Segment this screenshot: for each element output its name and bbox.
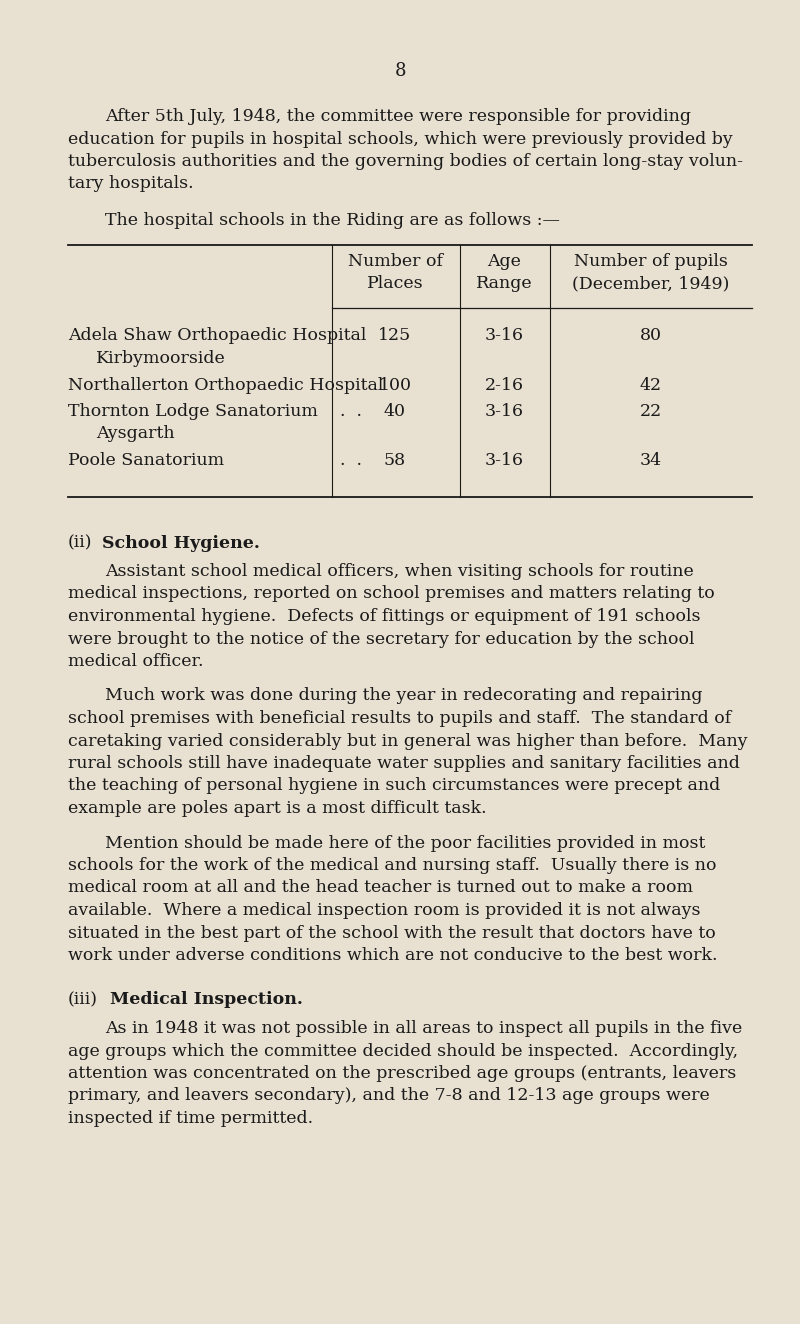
- Text: 22: 22: [640, 402, 662, 420]
- Text: schools for the work of the medical and nursing staff.  Usually there is no: schools for the work of the medical and …: [68, 857, 717, 874]
- Text: Aysgarth: Aysgarth: [96, 425, 174, 442]
- Text: the teaching of personal hygiene in such circumstances were precept and: the teaching of personal hygiene in such…: [68, 777, 720, 794]
- Text: school premises with beneficial results to pupils and staff.  The standard of: school premises with beneficial results …: [68, 710, 731, 727]
- Text: 3-16: 3-16: [485, 402, 523, 420]
- Text: 2-16: 2-16: [485, 376, 523, 393]
- Text: Much work was done during the year in redecorating and repairing: Much work was done during the year in re…: [105, 687, 702, 704]
- Text: situated in the best part of the school with the result that doctors have to: situated in the best part of the school …: [68, 924, 716, 941]
- Text: attention was concentrated on the prescribed age groups (entrants, leavers: attention was concentrated on the prescr…: [68, 1064, 736, 1082]
- Text: education for pupils in hospital schools, which were previously provided by: education for pupils in hospital schools…: [68, 131, 733, 147]
- Text: The hospital schools in the Riding are as follows :—: The hospital schools in the Riding are a…: [105, 212, 560, 229]
- Text: (December, 1949): (December, 1949): [572, 275, 730, 293]
- Text: 100: 100: [378, 376, 411, 393]
- Text: medical room at all and the head teacher is turned out to make a room: medical room at all and the head teacher…: [68, 879, 693, 896]
- Text: .  .: . .: [340, 402, 362, 420]
- Text: As in 1948 it was not possible in all areas to inspect all pupils in the five: As in 1948 it was not possible in all ar…: [105, 1019, 742, 1037]
- Text: Kirbymoorside: Kirbymoorside: [96, 350, 226, 367]
- Text: 8: 8: [394, 62, 406, 79]
- Text: After 5th July, 1948, the committee were responsible for providing: After 5th July, 1948, the committee were…: [105, 109, 691, 124]
- Text: tary hospitals.: tary hospitals.: [68, 176, 194, 192]
- Text: Number of pupils: Number of pupils: [574, 253, 728, 270]
- Text: inspected if time permitted.: inspected if time permitted.: [68, 1110, 313, 1127]
- Text: Thornton Lodge Sanatorium: Thornton Lodge Sanatorium: [68, 402, 318, 420]
- Text: were brought to the notice of the secretary for education by the school: were brought to the notice of the secret…: [68, 630, 694, 647]
- Text: .  .: . .: [340, 451, 362, 469]
- Text: medical officer.: medical officer.: [68, 653, 203, 670]
- Text: 3-16: 3-16: [485, 451, 523, 469]
- Text: 42: 42: [640, 376, 662, 393]
- Text: Mention should be made here of the poor facilities provided in most: Mention should be made here of the poor …: [105, 834, 706, 851]
- Text: Assistant school medical officers, when visiting schools for routine: Assistant school medical officers, when …: [105, 563, 694, 580]
- Text: Northallerton Orthopaedic Hospital: Northallerton Orthopaedic Hospital: [68, 376, 383, 393]
- Text: example are poles apart is a most difficult task.: example are poles apart is a most diffic…: [68, 800, 486, 817]
- Text: Medical Inspection.: Medical Inspection.: [110, 992, 303, 1009]
- Text: 40: 40: [384, 402, 406, 420]
- Text: Number of: Number of: [347, 253, 442, 270]
- Text: Places: Places: [366, 275, 423, 293]
- Text: available.  Where a medical inspection room is provided it is not always: available. Where a medical inspection ro…: [68, 902, 701, 919]
- Text: primary, and leavers secondary), and the 7-8 and 12-13 age groups were: primary, and leavers secondary), and the…: [68, 1087, 710, 1104]
- Text: rural schools still have inadequate water supplies and sanitary facilities and: rural schools still have inadequate wate…: [68, 755, 740, 772]
- Text: environmental hygiene.  Defects of fittings or equipment of 191 schools: environmental hygiene. Defects of fittin…: [68, 608, 701, 625]
- Text: medical inspections, reported on school premises and matters relating to: medical inspections, reported on school …: [68, 585, 714, 602]
- Text: 125: 125: [378, 327, 412, 344]
- Text: 58: 58: [384, 451, 406, 469]
- Text: (ii): (ii): [68, 535, 93, 552]
- Text: Age: Age: [487, 253, 521, 270]
- Text: work under adverse conditions which are not conducive to the best work.: work under adverse conditions which are …: [68, 947, 718, 964]
- Text: (iii): (iii): [68, 992, 98, 1009]
- Text: School Hygiene.: School Hygiene.: [102, 535, 260, 552]
- Text: Range: Range: [476, 275, 532, 293]
- Text: Poole Sanatorium: Poole Sanatorium: [68, 451, 224, 469]
- Text: 3-16: 3-16: [485, 327, 523, 344]
- Text: Adela Shaw Orthopaedic Hospital: Adela Shaw Orthopaedic Hospital: [68, 327, 366, 344]
- Text: 34: 34: [640, 451, 662, 469]
- Text: caretaking varied considerably but in general was higher than before.  Many: caretaking varied considerably but in ge…: [68, 732, 748, 749]
- Text: age groups which the committee decided should be inspected.  Accordingly,: age groups which the committee decided s…: [68, 1042, 738, 1059]
- Text: 80: 80: [640, 327, 662, 344]
- Text: tuberculosis authorities and the governing bodies of certain long-stay volun-: tuberculosis authorities and the governi…: [68, 154, 743, 169]
